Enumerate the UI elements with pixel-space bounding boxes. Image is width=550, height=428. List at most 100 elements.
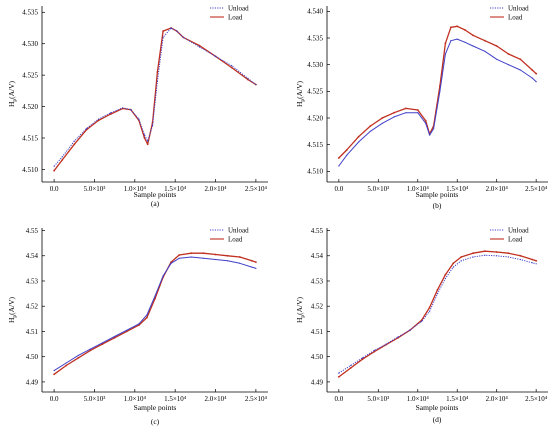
y-tick-label: 4.51 [26, 328, 39, 336]
data-point [239, 262, 241, 264]
data-point [436, 288, 439, 291]
data-point [255, 267, 257, 269]
data-point [198, 46, 200, 48]
data-point [143, 134, 146, 136]
data-point [472, 45, 474, 47]
data-point [89, 348, 91, 350]
data-point [338, 372, 340, 374]
data-point [425, 122, 427, 124]
data-point [345, 149, 348, 151]
data-point [182, 36, 184, 39]
data-point [122, 107, 124, 109]
data-point [198, 44, 201, 47]
legend-label-load: Load [228, 14, 243, 22]
data-point [484, 50, 486, 52]
data-point [146, 314, 148, 316]
y-tick-label: 4.49 [311, 378, 324, 386]
y-tick-label: 4.530 [307, 61, 323, 69]
data-point [110, 112, 112, 114]
data-point [405, 112, 407, 114]
chart-panel-4: 4.49 4.50 4.51 4.52 4.53 4.54 4.55 0.0 5.0×10³ 1.… [295, 227, 548, 424]
series-line-load [338, 250, 537, 378]
data-point [53, 165, 55, 167]
x-tick-label: 1.0×10⁴ [124, 185, 147, 193]
data-point [214, 253, 217, 256]
data-point [202, 257, 204, 259]
legend-label-load: Load [508, 14, 523, 22]
legend-label-load: Load [228, 236, 243, 244]
data-point [89, 349, 92, 352]
data-point [247, 77, 249, 79]
data-point [346, 154, 348, 156]
data-point [484, 250, 486, 253]
legend-label-unload: Unload [508, 5, 529, 13]
data-point [452, 266, 454, 268]
x-tick-label: 2.0×10⁴ [486, 395, 509, 403]
data-point [381, 117, 384, 119]
series-line-unload [338, 254, 537, 374]
y-tick-label: 4.50 [26, 353, 39, 361]
y-tick-label: 4.525 [307, 88, 323, 96]
x-axis-label: Sample points [416, 190, 459, 199]
data-point [416, 109, 419, 111]
data-point [495, 251, 498, 253]
data-point [146, 316, 148, 319]
data-point [350, 364, 352, 367]
data-point [464, 41, 466, 43]
x-tick-label: 2.0×10⁴ [204, 395, 227, 403]
x-axis-label: Sample points [134, 403, 177, 412]
data-point [531, 262, 533, 264]
data-point [444, 277, 446, 280]
data-point [444, 273, 447, 276]
y-tick-label: 4.49 [26, 378, 39, 386]
data-point [101, 343, 104, 345]
data-point [421, 320, 423, 322]
data-point [126, 329, 128, 331]
x-tick-label: 5.0×10³ [367, 395, 389, 403]
x-tick-label: 1.0×10⁴ [407, 395, 430, 403]
data-point [227, 260, 229, 262]
data-point [369, 130, 371, 132]
data-point [101, 342, 104, 344]
data-point [444, 42, 447, 45]
data-point [429, 310, 431, 312]
data-point [472, 34, 474, 37]
data-point [178, 257, 180, 259]
panel-label: (a) [151, 199, 160, 208]
data-point [85, 128, 87, 130]
data-point [452, 262, 455, 265]
data-point [519, 58, 522, 61]
data-point [429, 134, 431, 136]
series-line-load [53, 252, 257, 375]
data-point [531, 258, 534, 261]
x-tick-label: 0.0 [334, 395, 343, 403]
data-point [349, 367, 352, 369]
y-tick-label: 4.535 [307, 34, 323, 42]
series-line-unload [338, 38, 537, 167]
data-point [202, 252, 205, 255]
data-point [53, 373, 55, 376]
data-point [460, 260, 462, 262]
data-point [226, 254, 229, 257]
data-point [393, 116, 395, 118]
x-tick-label: 1.0×10⁴ [124, 395, 147, 403]
data-point [61, 159, 64, 161]
y-tick-label: 4.53 [311, 277, 324, 285]
data-point [77, 357, 80, 359]
x-tick-label: 1.5×10⁴ [164, 185, 187, 193]
x-tick-label: 2.5×10⁴ [245, 185, 268, 193]
data-point [385, 343, 387, 345]
y-tick-label: 4.54 [26, 252, 39, 260]
y-axis-label: Hp(A/V) [295, 80, 306, 107]
data-point [251, 266, 253, 268]
legend-label-unload: Unload [228, 227, 249, 235]
data-point [472, 256, 474, 258]
data-point [519, 254, 522, 257]
data-point [337, 376, 340, 378]
data-point [113, 336, 116, 339]
y-axis-label: Hp(A/V) [295, 296, 306, 323]
data-point [190, 252, 193, 255]
x-tick-label: 2.0×10⁴ [486, 185, 509, 193]
data-point [143, 137, 146, 139]
